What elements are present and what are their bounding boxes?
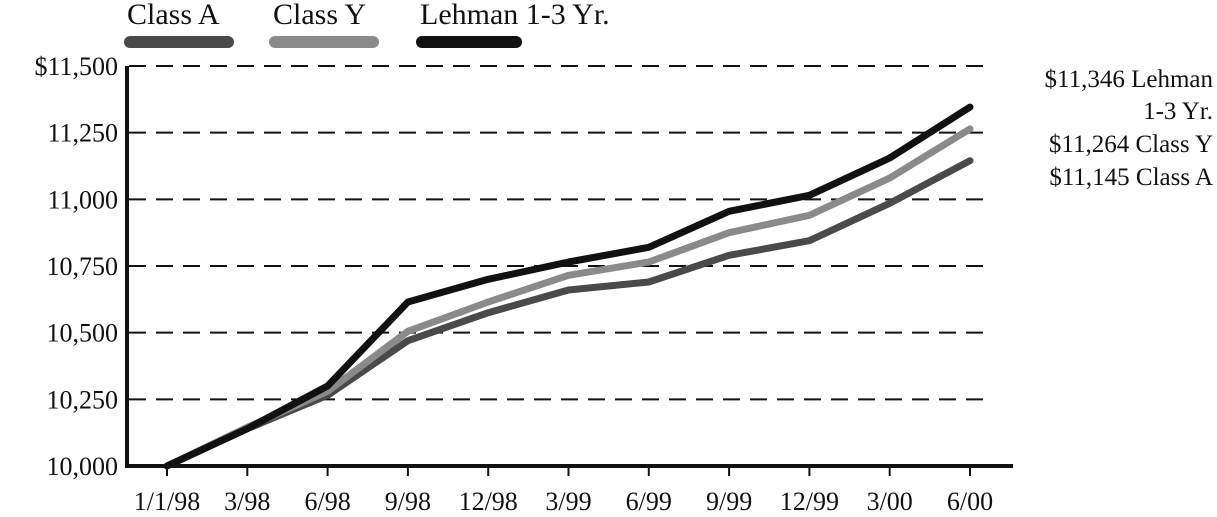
x-tick-label: 12/98 bbox=[459, 487, 518, 516]
legend-label-lehman: Lehman 1-3 Yr. bbox=[420, 0, 610, 31]
end-label-lehman: $11,346 Lehman bbox=[1044, 66, 1213, 93]
y-tick-label: 10,750 bbox=[47, 252, 119, 281]
x-tick-labels: 1/1/98 3/98 6/98 9/98 12/98 3/99 6/99 9/99 12/99… bbox=[134, 487, 993, 516]
legend-swatch-class-a bbox=[124, 36, 234, 48]
y-tick-label: 11,250 bbox=[47, 119, 118, 148]
x-tick-label: 6/98 bbox=[304, 487, 350, 516]
legend-swatch-class-y bbox=[269, 36, 379, 48]
series-lines bbox=[163, 103, 974, 470]
axes bbox=[125, 66, 1013, 476]
y-tick-label: $11,500 bbox=[34, 52, 118, 81]
end-label-class-y: $11,264 Class Y bbox=[1048, 131, 1213, 158]
y-tick-label: 11,000 bbox=[47, 185, 118, 214]
x-tick-label: 12/99 bbox=[780, 487, 839, 516]
y-tick-label: 10,500 bbox=[47, 319, 119, 348]
x-tick-label: 6/00 bbox=[947, 487, 993, 516]
x-tick-label: 3/98 bbox=[224, 487, 270, 516]
y-tick-label: 10,250 bbox=[47, 385, 119, 414]
end-label-class-a: $11,145 Class A bbox=[1049, 164, 1213, 191]
x-tick-label: 9/99 bbox=[706, 487, 752, 516]
x-tick-label: 1/1/98 bbox=[134, 487, 200, 516]
x-tick-label: 6/99 bbox=[626, 487, 672, 516]
y-tick-label: 10,000 bbox=[47, 452, 119, 481]
legend-label-class-a: Class A bbox=[127, 0, 220, 31]
y-tick-labels: 10,000 10,250 10,500 10,750 11,000 11,250 $11,… bbox=[34, 52, 118, 481]
x-tick-label: 9/98 bbox=[385, 487, 431, 516]
series-line-lehman-1-3-yr bbox=[163, 103, 974, 470]
end-label-lehman-cont: 1-3 Yr. bbox=[1143, 98, 1213, 125]
legend-swatch-lehman bbox=[416, 36, 522, 48]
grid-lines bbox=[129, 65, 990, 401]
x-tick-label: 3/00 bbox=[867, 487, 913, 516]
legend-label-class-y: Class Y bbox=[273, 0, 367, 31]
series-line-class-a bbox=[163, 157, 974, 470]
x-tick-label: 3/99 bbox=[545, 487, 591, 516]
